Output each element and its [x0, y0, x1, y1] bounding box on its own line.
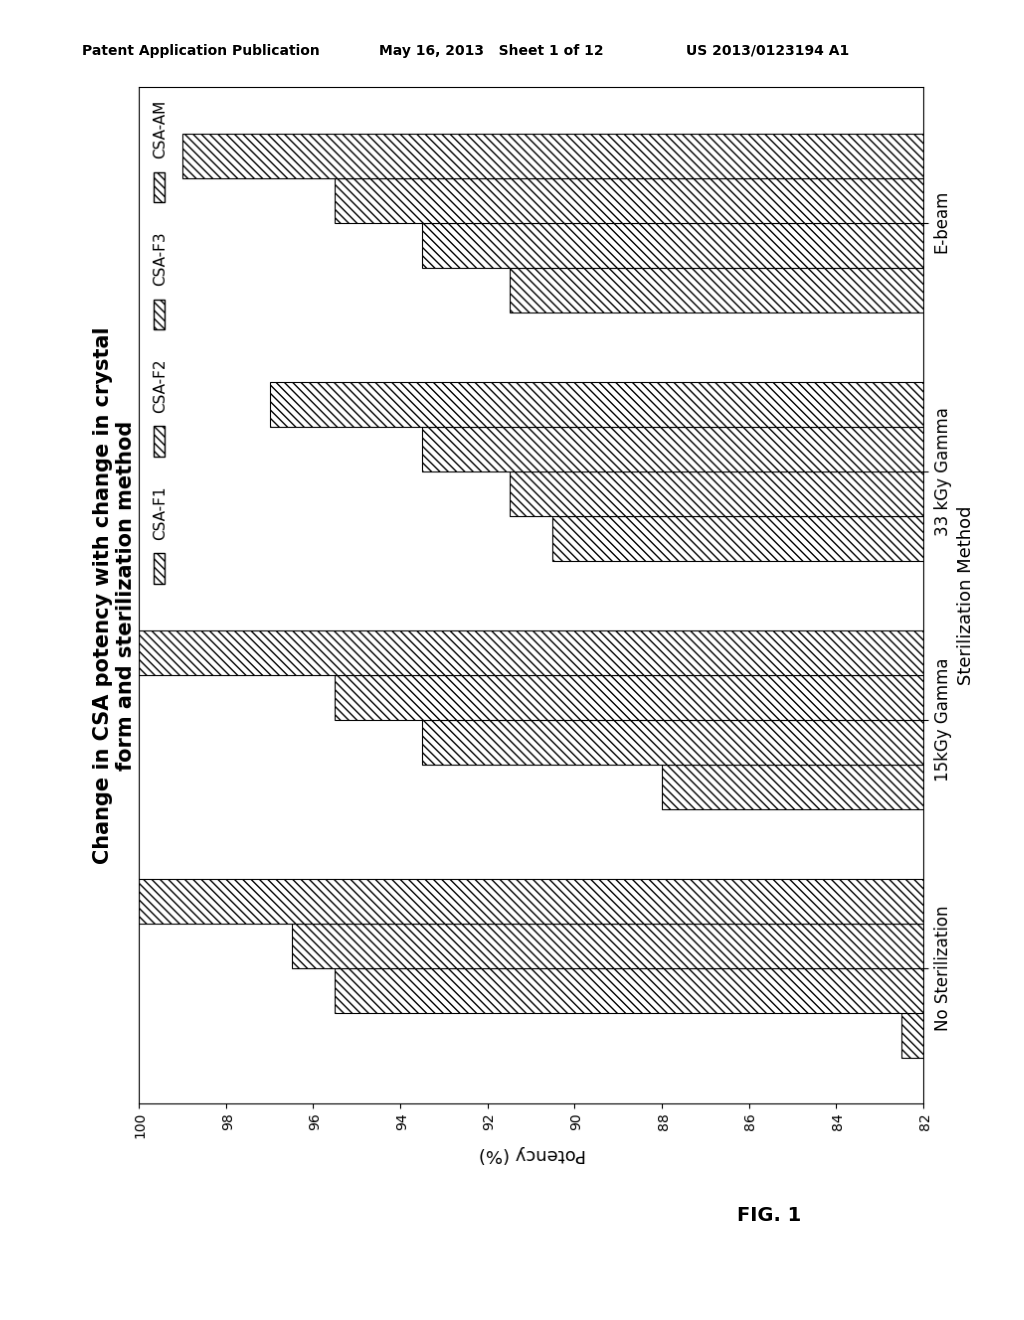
Text: May 16, 2013   Sheet 1 of 12: May 16, 2013 Sheet 1 of 12 — [379, 44, 603, 58]
Text: US 2013/0123194 A1: US 2013/0123194 A1 — [686, 44, 849, 58]
Text: FIG. 1: FIG. 1 — [737, 1206, 802, 1225]
Text: Patent Application Publication: Patent Application Publication — [82, 44, 319, 58]
